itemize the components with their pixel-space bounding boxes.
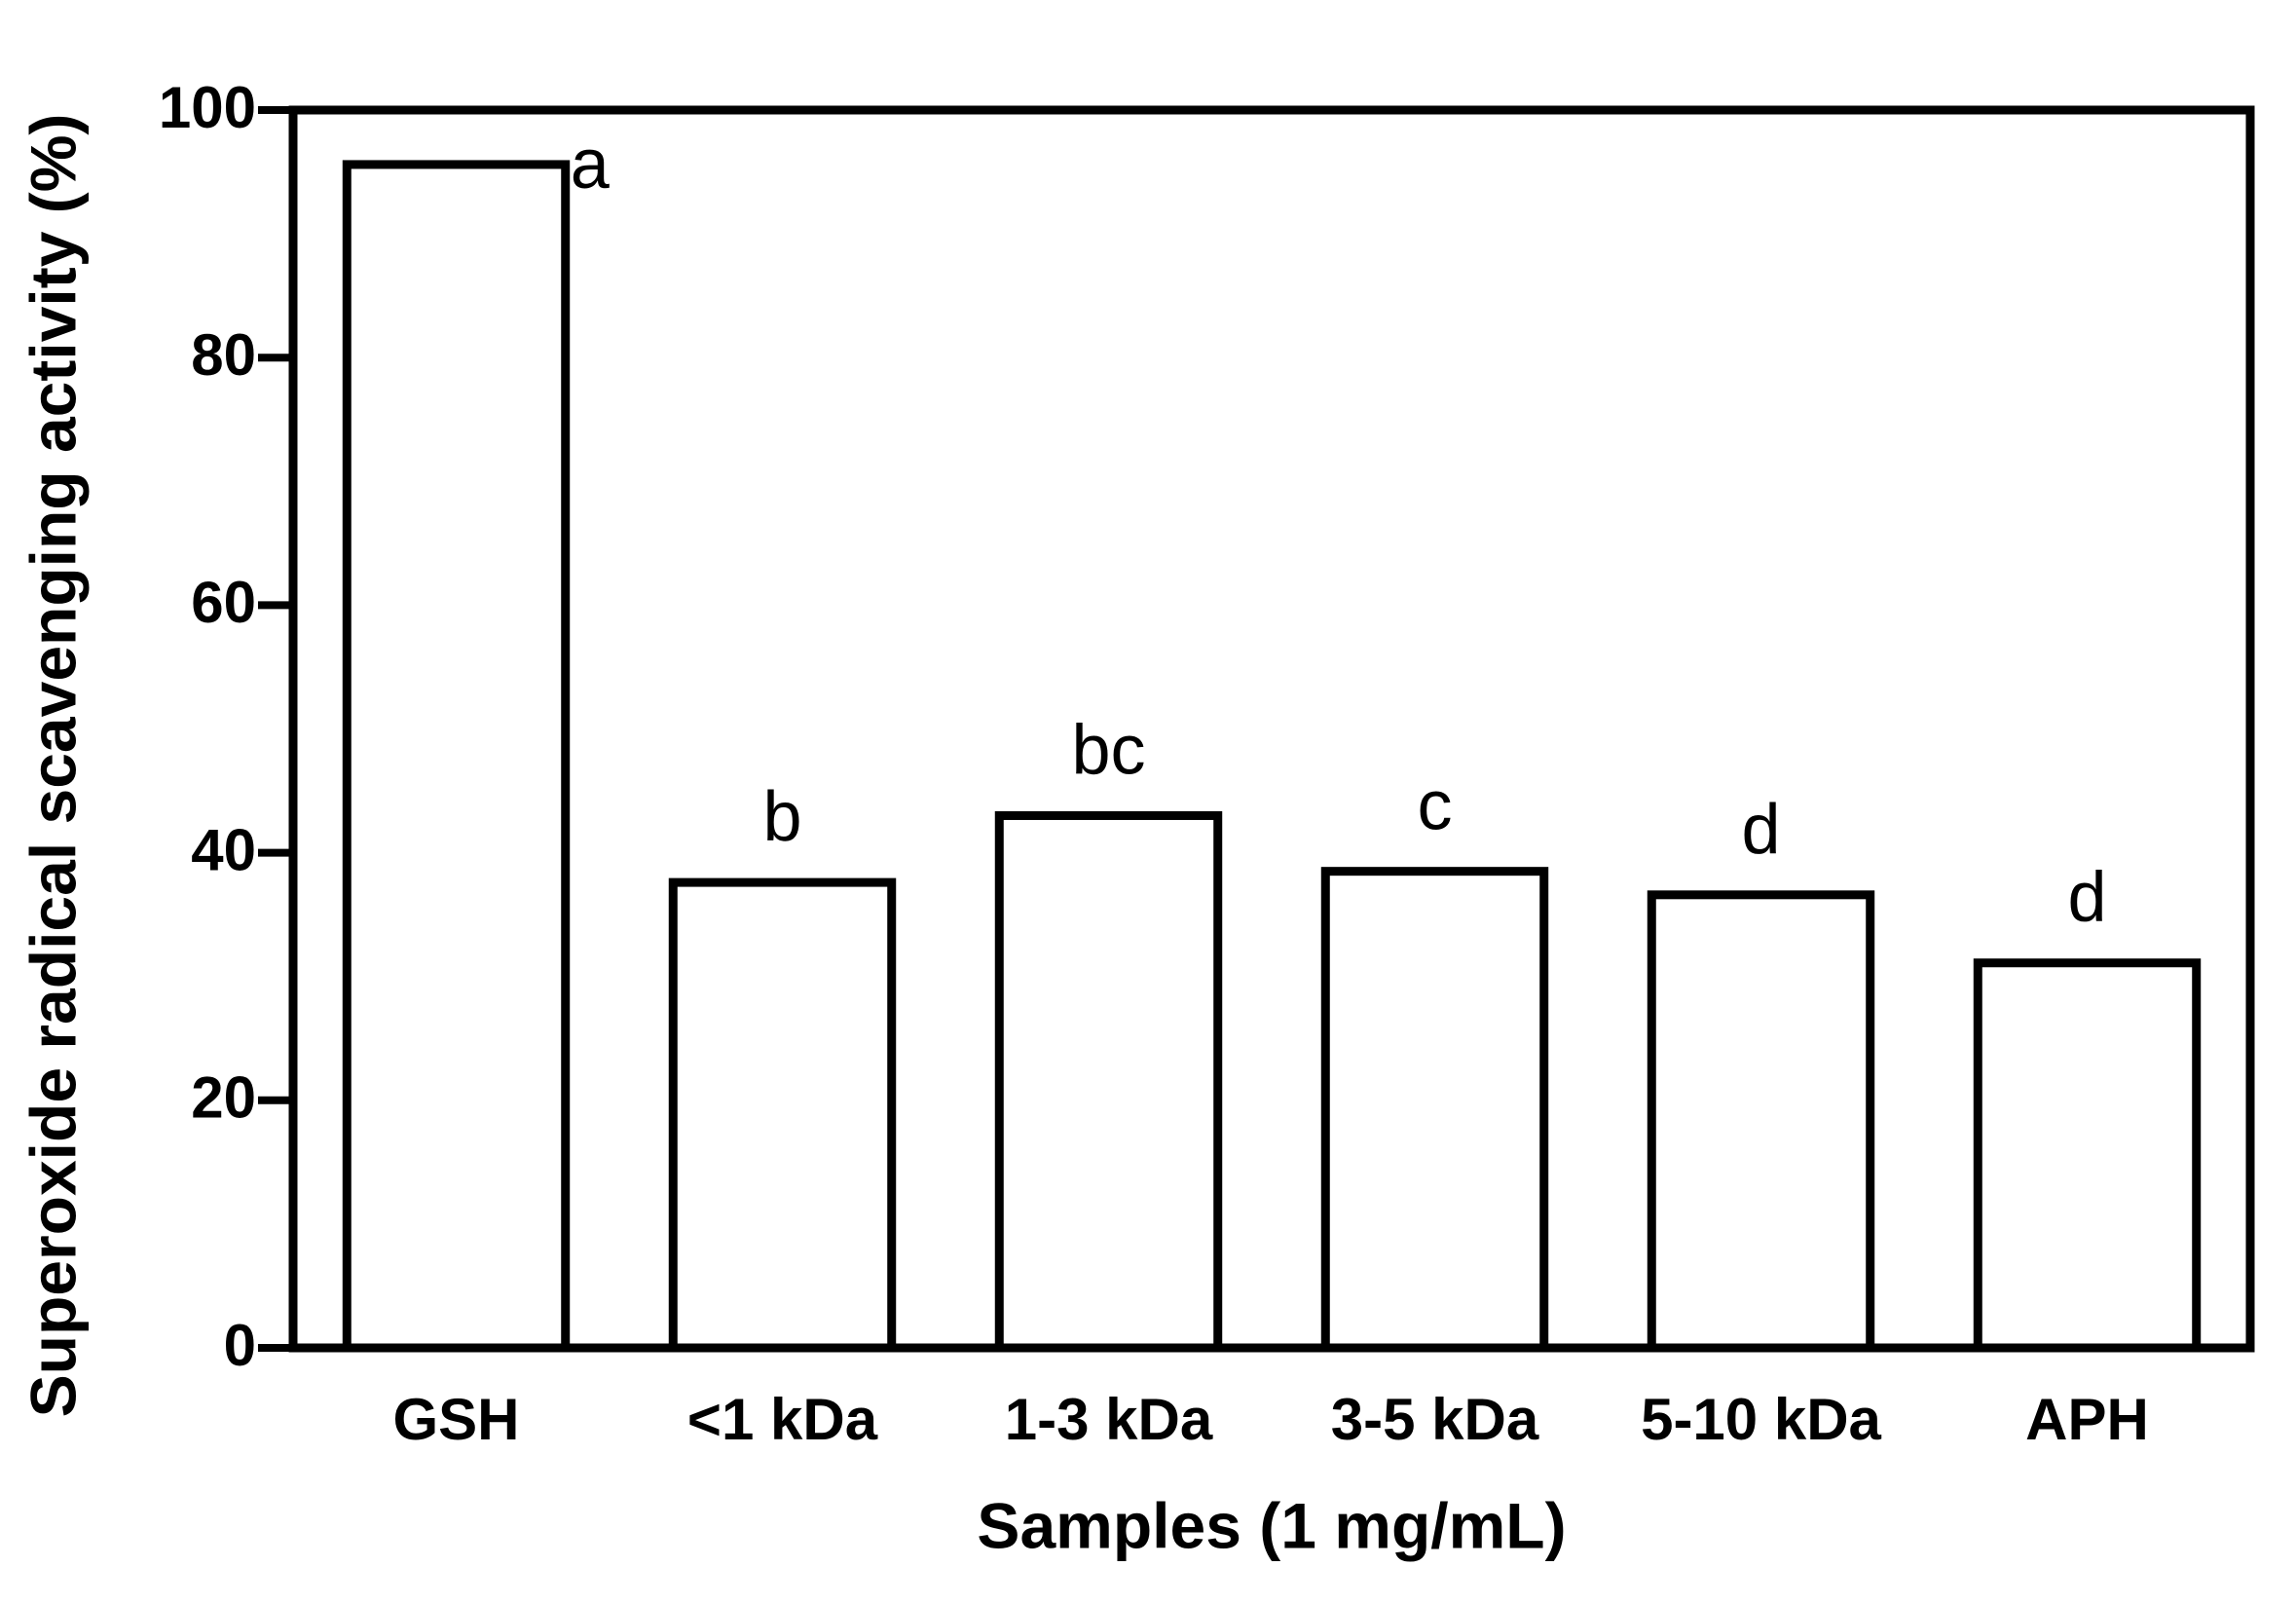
x-tick-label: 5-10 kDa [1641, 1387, 1881, 1452]
y-tick-label: 20 [191, 1065, 256, 1131]
x-axis-label: Samples (1 mg/mL) [977, 1489, 1566, 1561]
x-tick-label: 3-5 kDa [1331, 1387, 1539, 1452]
x-tick-label: <1 kDa [687, 1387, 878, 1452]
bar [994, 810, 1223, 1353]
bar [1973, 958, 2202, 1353]
x-tick-label: 1-3 kDa [1005, 1387, 1213, 1452]
bar [342, 160, 571, 1353]
y-tick-label: 80 [191, 322, 256, 388]
annotation: d [1741, 791, 1780, 869]
plot-frame [288, 105, 2255, 1353]
bar [1320, 867, 1549, 1353]
annotation: a [571, 126, 611, 204]
annotation: c [1418, 767, 1453, 845]
x-tick-label: APH [2025, 1387, 2149, 1452]
x-tick-label: GSH [392, 1387, 519, 1452]
y-tick-label: 40 [191, 817, 256, 882]
annotation: bc [1071, 711, 1145, 789]
annotation: d [2067, 859, 2106, 937]
annotation: b [762, 778, 801, 856]
y-tick-label: 60 [191, 570, 256, 635]
bar [1647, 890, 1875, 1353]
y-tick-label: 100 [159, 75, 256, 140]
bar [668, 877, 897, 1353]
y-axis-label: Superoxide radical scavenging activity (… [17, 114, 89, 1418]
y-tick-label: 0 [224, 1313, 256, 1378]
